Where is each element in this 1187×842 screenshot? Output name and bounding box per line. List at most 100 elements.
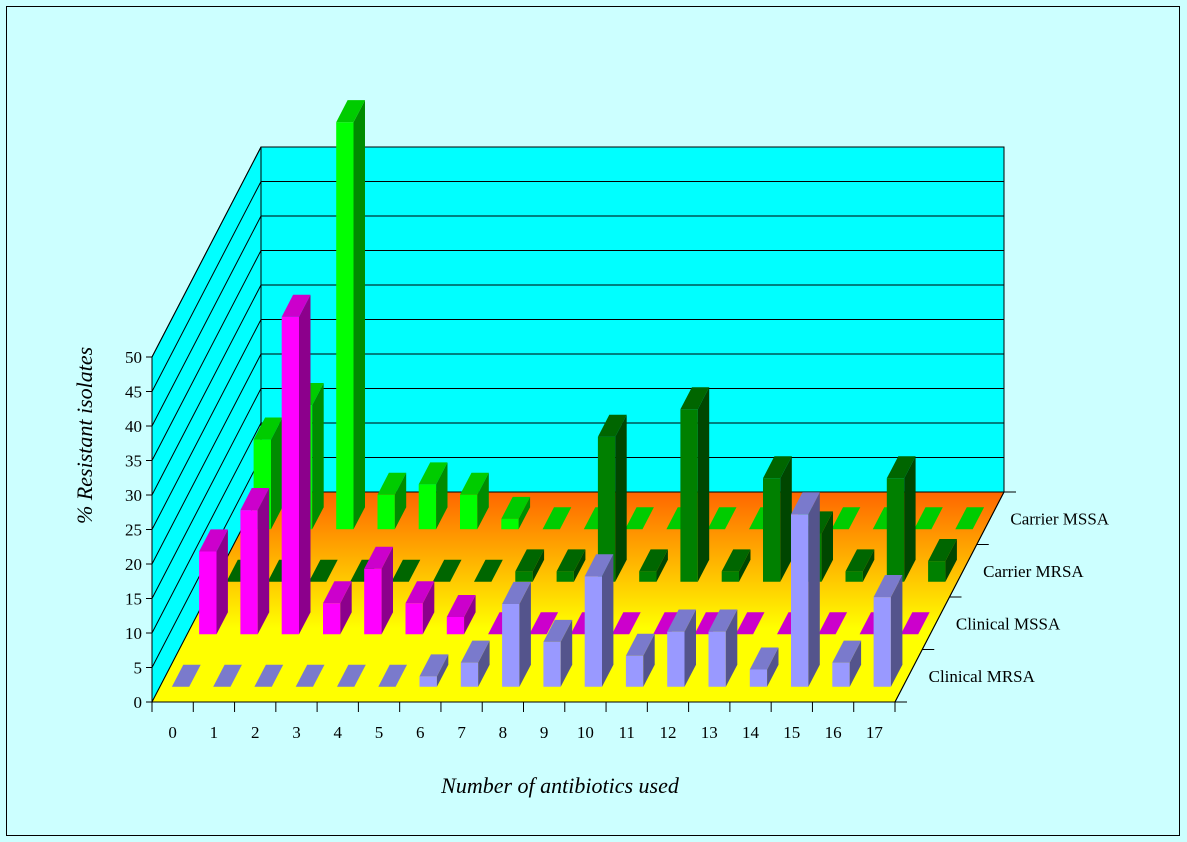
bar-side [478, 640, 490, 687]
bar [308, 559, 338, 582]
bar-front [364, 568, 382, 635]
bar-top [845, 549, 875, 572]
gridline [151, 388, 1004, 599]
y-tick-labels: 0 5 10 15 20 25 30 35 40 45 50 [125, 348, 152, 712]
bar-side [656, 549, 668, 582]
bar-top [625, 507, 654, 530]
bar-side [767, 647, 779, 687]
bar [625, 507, 654, 530]
y-tick-label: 35 [125, 452, 142, 471]
bar [928, 539, 957, 582]
bar-top [281, 294, 311, 317]
bar-front [281, 316, 299, 635]
bar [378, 664, 407, 687]
bar-side [862, 549, 875, 582]
x-axis-title: Number of antibiotics used [440, 773, 680, 798]
bar-top [171, 664, 201, 687]
bar-top [707, 507, 737, 530]
bar-front [791, 514, 809, 687]
bar-top [639, 549, 668, 572]
bar-side [271, 417, 283, 530]
bar-front [845, 571, 863, 582]
bar-front [240, 510, 258, 635]
bar-side [394, 472, 407, 530]
bar [432, 559, 462, 582]
x-tick-label: 4 [334, 723, 343, 742]
bar [254, 664, 284, 687]
bar-front [625, 655, 644, 687]
bar [171, 664, 201, 687]
bar-side [615, 414, 627, 582]
bar-top [295, 664, 325, 687]
bar-top [529, 612, 559, 635]
bar [515, 549, 545, 582]
bar-side [422, 581, 435, 635]
bar-side [299, 294, 311, 635]
bar-front [597, 436, 616, 582]
y-tick-label: 0 [134, 693, 143, 712]
bar-top [337, 664, 366, 687]
bar [735, 612, 765, 635]
x-tick-label: 3 [292, 723, 301, 742]
bar [446, 595, 476, 635]
bar-top [336, 100, 365, 123]
bar-top [680, 387, 710, 410]
bar [667, 609, 696, 687]
bar-top [253, 417, 283, 440]
x-tick-label: 5 [375, 723, 384, 742]
bar-top [667, 609, 696, 632]
bar-front [543, 641, 561, 687]
bar-top [735, 612, 765, 635]
bar-front [667, 631, 685, 687]
y-tick-label: 25 [125, 521, 142, 540]
bar-side [340, 581, 352, 635]
bar-front [708, 631, 726, 687]
bar-top [542, 507, 572, 530]
bar [625, 633, 655, 687]
bar-top [323, 581, 352, 604]
bar-top [419, 654, 449, 677]
bar [832, 640, 862, 687]
bar-front [584, 576, 602, 687]
bar-side [808, 492, 820, 687]
bars [171, 100, 985, 687]
bar-top [955, 507, 985, 530]
bar-front [377, 494, 395, 530]
bar-side [573, 549, 586, 582]
bar-top [418, 462, 448, 485]
x-tick-label: 7 [457, 723, 466, 742]
bar [474, 559, 503, 582]
y-axis-title: % Resistant isolates [72, 347, 97, 524]
x-tick-label: 2 [251, 723, 260, 742]
bar-top [378, 664, 407, 687]
bar-front [763, 478, 781, 582]
x-tick-label: 0 [168, 723, 177, 742]
gridline [151, 284, 1004, 496]
bar [501, 496, 531, 530]
series-label: Carrier MRSA [983, 562, 1084, 581]
bar-top [791, 492, 820, 515]
bar [543, 619, 573, 687]
y-tick-label: 45 [125, 383, 142, 402]
x-tick-label: 16 [825, 723, 842, 742]
bar-front [501, 518, 519, 530]
gridline [151, 181, 1004, 392]
bar [611, 612, 641, 635]
bar [418, 462, 448, 530]
bar-side [780, 456, 792, 582]
bar-front [419, 676, 437, 687]
gridline [151, 215, 1004, 427]
bar [900, 612, 930, 635]
bar-top [460, 640, 490, 663]
bar-front [405, 603, 423, 635]
bar-top [914, 507, 943, 530]
bar-side [464, 595, 476, 635]
bar [707, 507, 737, 530]
bar-top [625, 633, 655, 656]
bar-top [831, 507, 861, 530]
bar-side [945, 539, 957, 582]
series-label: Carrier MSSA [1010, 509, 1109, 528]
x-tick-label: 10 [577, 723, 594, 742]
y-tick-label: 5 [134, 659, 143, 678]
